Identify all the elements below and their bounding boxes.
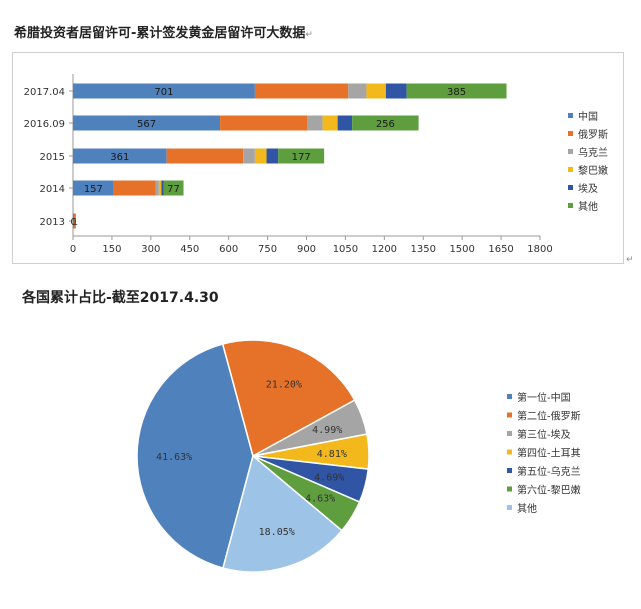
legend-label: 乌克兰 [578, 146, 608, 159]
bar-segment [307, 115, 323, 131]
pie-data-label: 4.69% [314, 472, 344, 483]
legend-swatch [568, 185, 573, 190]
bar-data-label: 157 [84, 184, 103, 195]
return-mark: ↵ [305, 30, 313, 40]
legend-label: 第五位-乌克兰 [517, 465, 581, 478]
bar-segment [254, 148, 267, 164]
x-tick-label: 0 [70, 244, 76, 255]
bar-segment [406, 83, 507, 99]
bar-data-label: 0 [70, 217, 76, 228]
y-category-label: 2014 [40, 184, 65, 195]
legend-swatch [568, 131, 573, 136]
x-tick-label: 450 [180, 244, 199, 255]
legend-swatch [507, 431, 512, 436]
bar-segment [155, 180, 159, 196]
legend-swatch [568, 167, 573, 172]
legend-swatch [507, 449, 512, 455]
y-category-label: 2015 [40, 152, 65, 163]
legend-swatch [507, 468, 512, 473]
bar-segment [73, 115, 221, 131]
x-tick-label: 150 [102, 244, 121, 255]
x-tick-label: 1350 [411, 244, 436, 255]
x-tick-label: 600 [219, 244, 238, 255]
legend-label: 其他 [578, 200, 598, 213]
pie-chart-title: 各国累计占比-截至2017.4.30 [22, 290, 219, 306]
bar-segment [163, 180, 184, 196]
pie-data-label: 21.20% [266, 379, 302, 390]
legend-label: 第三位-埃及 [517, 428, 571, 441]
bar-segment [158, 180, 162, 196]
bar-segment [220, 115, 308, 131]
pie-data-label: 4.63% [305, 493, 335, 504]
bar-chart-title: 希腊投资者居留许可-累计签发黄金居留许可大数据↵ [14, 22, 313, 41]
legend-label: 第二位-俄罗斯 [517, 410, 581, 423]
bar-segment [366, 83, 386, 99]
bar-data-label: 77 [167, 184, 180, 195]
bar-segment [73, 148, 167, 164]
legend-label: 第四位-土耳其 [517, 447, 581, 460]
x-tick-label: 1200 [372, 244, 397, 255]
bar-data-label: 567 [137, 119, 156, 130]
bar-segment [73, 83, 255, 99]
pie-data-label: 4.81% [317, 449, 347, 460]
legend-swatch [507, 486, 512, 492]
x-tick-label: 1650 [488, 244, 513, 255]
bar-segment [73, 180, 114, 196]
legend-swatch [568, 113, 573, 118]
bar-data-label: 1 [72, 217, 78, 228]
x-tick-label: 1800 [527, 244, 552, 255]
y-category-label: 2017.04 [24, 87, 65, 98]
bar-chart-panel [12, 52, 624, 264]
bar-segment [113, 180, 156, 196]
x-tick-label: 1050 [333, 244, 358, 255]
legend-label: 其他 [517, 502, 537, 515]
y-category-label: 2016.09 [24, 119, 65, 130]
stacked-bar-chart: 0 150 300 450 600 750 900 1050 1200 1350 1500 1650 1… [24, 74, 608, 255]
bar-data-label: 177 [292, 152, 311, 163]
legend-label: 中国 [578, 110, 598, 123]
pie-slice [221, 339, 356, 458]
legend-swatch [507, 394, 512, 399]
legend-label: 第一位-中国 [517, 391, 571, 404]
bar-segment [352, 115, 419, 131]
pie-slice [222, 454, 343, 573]
bar-segment [74, 213, 76, 229]
bar-segment [166, 148, 244, 164]
bar-chart-title-text: 希腊投资者居留许可-累计签发黄金居留许可大数据 [14, 26, 306, 41]
bar-data-label: 701 [154, 87, 173, 98]
bar-segment [337, 115, 353, 131]
pie-chart: 41.63% 21.20% 4.99% 4.81% 4.69% 4.63% 18.05% 第一… [136, 339, 581, 573]
x-tick-label: 750 [258, 244, 277, 255]
legend-label: 第六位-黎巴嫩 [517, 484, 581, 497]
legend-swatch [507, 412, 512, 418]
x-tick-label: 300 [141, 244, 160, 255]
bar-segment [266, 148, 279, 164]
pie-data-label: 18.05% [259, 527, 295, 538]
bar-segment [385, 83, 407, 99]
bar-segment [73, 213, 75, 229]
bar-data-label: 385 [447, 87, 466, 98]
pie-data-label: 4.99% [312, 425, 342, 436]
bar-data-label: 361 [110, 152, 129, 163]
bar-data-label: 256 [376, 119, 395, 130]
legend-swatch [507, 505, 512, 510]
bar-segment [322, 115, 338, 131]
legend-label: 俄罗斯 [578, 128, 608, 141]
bar-segment [278, 148, 325, 164]
legend-label: 埃及 [578, 182, 598, 195]
pie-data-label: 41.63% [156, 452, 192, 463]
x-tick-label: 1500 [449, 244, 474, 255]
y-category-label: 2013 [40, 217, 65, 228]
corner-return-mark: ↵ [626, 255, 634, 265]
bar-segment [161, 180, 164, 196]
legend-swatch [568, 203, 573, 208]
x-tick-label: 900 [297, 244, 316, 255]
bar-segment [243, 148, 255, 164]
bar-segment [254, 83, 349, 99]
pie-slice [136, 343, 254, 569]
legend-label: 黎巴嫩 [578, 164, 608, 177]
bar-segment [348, 83, 367, 99]
legend-swatch [568, 149, 573, 154]
